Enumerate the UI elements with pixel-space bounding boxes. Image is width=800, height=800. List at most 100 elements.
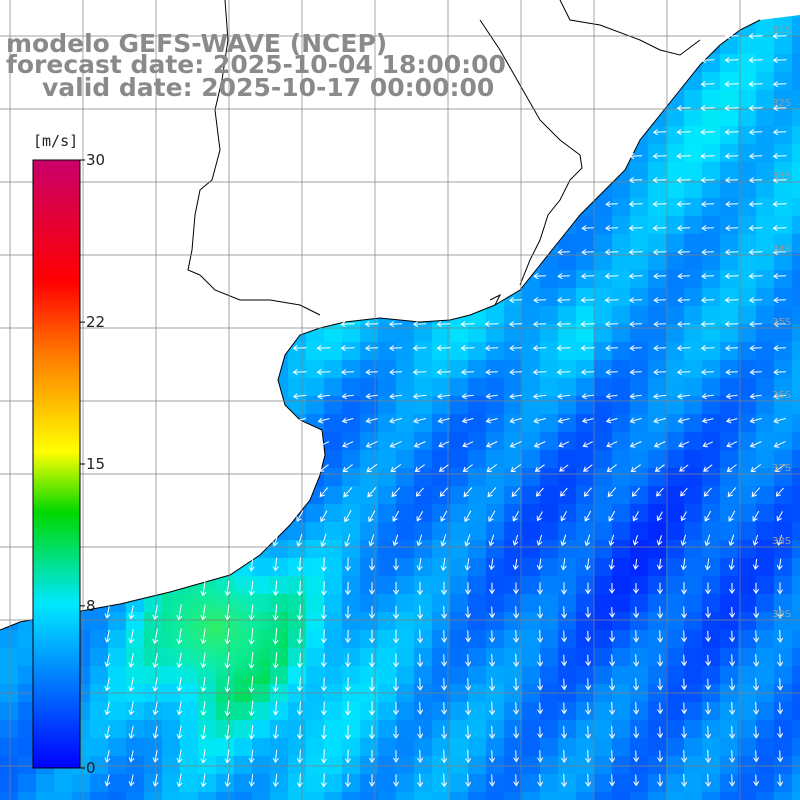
- wind-speed-cell: [504, 342, 523, 361]
- wind-speed-cell: [378, 756, 397, 775]
- wind-speed-cell: [0, 576, 19, 595]
- wind-speed-cell: [306, 612, 325, 631]
- wind-speed-cell: [738, 126, 757, 145]
- wind-speed-cell: [108, 126, 127, 145]
- wind-arrow: [224, 700, 231, 717]
- wind-speed-cell: [288, 126, 307, 145]
- wind-arrow: [681, 702, 688, 715]
- wind-arrow: [368, 582, 376, 595]
- wind-speed-cell: [486, 180, 505, 199]
- wind-speed-cell: [180, 756, 199, 775]
- wind-speed-cell: [234, 324, 253, 343]
- wind-speed-cell: [252, 450, 271, 469]
- wind-speed-cell: [162, 756, 181, 775]
- wind-speed-cell: [234, 396, 253, 415]
- wind-speed-cell: [756, 594, 775, 613]
- wind-speed-cell: [252, 162, 271, 181]
- wind-speed-cell: [396, 522, 415, 541]
- wind-speed-cell: [396, 198, 415, 217]
- wind-speed-cell: [252, 288, 271, 307]
- wind-speed-cell: [180, 774, 199, 793]
- wind-arrow: [608, 534, 615, 547]
- wind-speed-cell: [396, 486, 415, 505]
- wind-arrow: [705, 654, 712, 667]
- wind-speed-cell: [450, 792, 469, 800]
- wind-arrow: [367, 486, 377, 498]
- wind-speed-cell: [774, 738, 793, 757]
- wind-speed-cell: [720, 594, 739, 613]
- wind-arrow: [583, 487, 592, 497]
- wind-speed-cell: [594, 198, 613, 217]
- wind-arrow: [633, 654, 640, 667]
- wind-speed-cell: [324, 360, 343, 379]
- wind-speed-cell: [432, 594, 451, 613]
- wind-speed-cell: [594, 15, 613, 19]
- wind-speed-cell: [180, 306, 199, 325]
- wind-speed-cell: [648, 504, 667, 523]
- wind-speed-cell: [576, 666, 595, 685]
- wind-speed-cell: [180, 216, 199, 235]
- wind-speed-cell: [738, 594, 757, 613]
- wind-speed-cell: [576, 306, 595, 325]
- wind-arrow: [728, 510, 736, 522]
- wind-speed-cell: [450, 126, 469, 145]
- wind-arrow: [489, 653, 496, 667]
- wind-speed-cell: [558, 504, 577, 523]
- wind-speed-cell: [90, 504, 109, 523]
- wind-speed-cell: [702, 198, 721, 217]
- wind-speed-cell: [0, 180, 19, 199]
- wind-speed-cell: [594, 180, 613, 199]
- wind-speed-cell: [198, 486, 217, 505]
- wind-speed-cell: [522, 288, 541, 307]
- wind-arrow: [513, 750, 520, 763]
- wind-speed-cell: [180, 702, 199, 721]
- wind-speed-cell: [666, 414, 685, 433]
- wind-speed-cell: [576, 108, 595, 127]
- wind-arrow: [340, 321, 355, 328]
- wind-speed-cell: [630, 576, 649, 595]
- wind-speed-cell: [720, 15, 739, 19]
- wind-arrow: [532, 345, 547, 352]
- wind-speed-cell: [576, 324, 595, 343]
- wind-speed-cell: [342, 522, 361, 541]
- wind-speed-cell: [630, 198, 649, 217]
- wind-speed-cell: [468, 270, 487, 289]
- wind-speed-cell: [792, 540, 800, 559]
- wind-speed-cell: [234, 540, 253, 559]
- wind-arrow: [417, 605, 424, 620]
- wind-arrow: [200, 749, 207, 764]
- wind-arrow: [777, 606, 784, 619]
- wind-speed-cell: [486, 234, 505, 253]
- wind-arrow: [200, 700, 207, 716]
- wind-arrow: [652, 153, 667, 160]
- wind-speed-cell: [702, 468, 721, 487]
- wind-speed-cell: [792, 648, 800, 667]
- wind-speed-cell: [0, 360, 19, 379]
- wind-speed-cell: [468, 288, 487, 307]
- wind-speed-cell: [0, 216, 19, 235]
- wind-speed-cell: [774, 522, 793, 541]
- wind-speed-cell: [612, 144, 631, 163]
- wind-speed-cell: [306, 720, 325, 739]
- wind-speed-cell: [270, 522, 289, 541]
- wind-speed-cell: [90, 198, 109, 217]
- wind-arrow: [536, 582, 544, 595]
- wind-speed-cell: [234, 486, 253, 505]
- wind-speed-cell: [414, 288, 433, 307]
- wind-speed-cell: [486, 324, 505, 343]
- wind-speed-cell: [288, 360, 307, 379]
- wind-speed-cell: [468, 702, 487, 721]
- wind-arrow: [368, 510, 376, 523]
- wind-speed-cell: [612, 522, 631, 541]
- wind-speed-cell: [396, 630, 415, 649]
- wind-arrow: [392, 582, 400, 595]
- wind-speed-cell: [666, 522, 685, 541]
- wind-speed-cell: [792, 342, 800, 361]
- wind-arrow: [678, 441, 690, 448]
- wind-arrow: [296, 628, 303, 645]
- wind-speed-cell: [540, 72, 559, 91]
- wind-speed-cell: [648, 702, 667, 721]
- wind-speed-cell: [216, 756, 235, 775]
- wind-speed-cell: [414, 360, 433, 379]
- wind-speed-cell: [702, 180, 721, 199]
